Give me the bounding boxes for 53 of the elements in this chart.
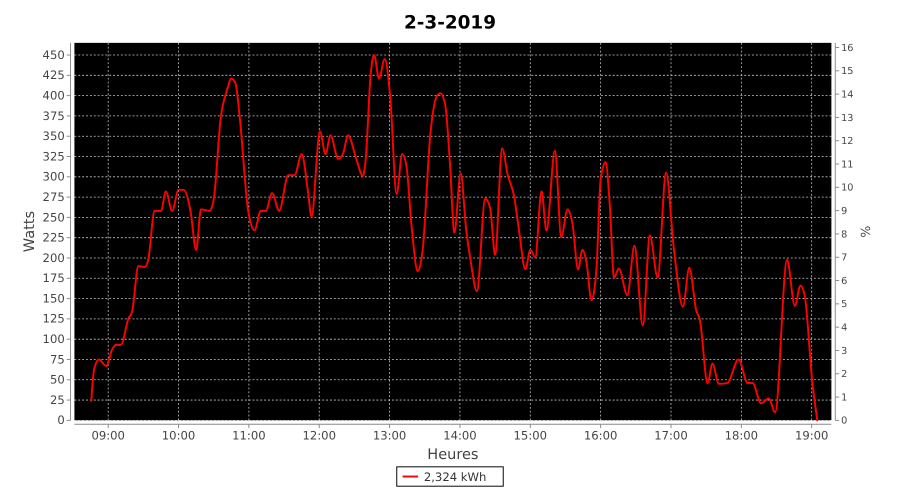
y-tick-label: 250 bbox=[42, 210, 65, 224]
y-tick-label: 375 bbox=[42, 108, 65, 123]
y-tick-label: 175 bbox=[42, 271, 65, 286]
x-axis-title: Heures bbox=[427, 447, 478, 464]
y-tick-label: 50 bbox=[50, 372, 65, 387]
y-tick-label: 150 bbox=[42, 291, 65, 306]
line-series bbox=[90, 54, 818, 422]
y2-tick-label: 14 bbox=[841, 90, 854, 101]
y-tick-label: 125 bbox=[42, 312, 65, 326]
y-tick-label: 0 bbox=[57, 413, 65, 428]
x-tick-label: 11:00 bbox=[232, 428, 266, 443]
y2-tick-label: 11 bbox=[841, 159, 854, 170]
y-tick-label: 100 bbox=[42, 332, 65, 346]
y-tick-label: 325 bbox=[42, 149, 65, 164]
y-tick-label: 225 bbox=[42, 230, 65, 245]
x-tick-label: 17:00 bbox=[654, 428, 688, 443]
y-tick-label: 350 bbox=[42, 129, 65, 144]
x-tick-label: 13:00 bbox=[372, 428, 406, 443]
legend-label: 2,324 kWh bbox=[424, 470, 486, 484]
y2-tick-label: 7 bbox=[841, 252, 848, 264]
y2-tick-label: 10 bbox=[841, 182, 854, 194]
x-tick-label: 10:00 bbox=[162, 428, 196, 443]
x-tick-label: 15:00 bbox=[514, 428, 548, 443]
y2-tick-label: 12 bbox=[841, 136, 854, 148]
y2-tick-label: 9 bbox=[841, 206, 848, 218]
x-tick-label: 19:00 bbox=[794, 428, 828, 443]
y2-tick-label: 4 bbox=[841, 322, 848, 334]
y-axis-title: Watts bbox=[22, 210, 38, 252]
x-tick-label: 16:00 bbox=[584, 428, 618, 443]
y-tick-label: 275 bbox=[42, 190, 65, 204]
y2-tick-label: 6 bbox=[841, 276, 848, 287]
y2-tick-label: 1 bbox=[841, 392, 848, 404]
y-tick-label: 300 bbox=[42, 170, 65, 184]
chart-title: 2-3-2019 bbox=[404, 12, 496, 34]
y-tick-label: 75 bbox=[50, 352, 65, 366]
y-tick-label: 450 bbox=[42, 48, 65, 62]
y2-tick-label: 15 bbox=[841, 66, 854, 78]
x-tick-label: 12:00 bbox=[302, 428, 336, 443]
y-tick-label: 200 bbox=[42, 250, 65, 265]
y2-axis-title: % bbox=[858, 226, 874, 238]
y2-tick-label: 3 bbox=[841, 346, 848, 357]
y2-tick-label: 2 bbox=[841, 369, 848, 380]
y-tick-label: 425 bbox=[42, 68, 65, 82]
y2-tick-label: 16 bbox=[841, 42, 854, 54]
y-tick-label: 400 bbox=[42, 88, 65, 102]
y2-tick-label: 0 bbox=[841, 416, 848, 427]
y2-tick-label: 5 bbox=[841, 299, 848, 310]
x-tick-label: 14:00 bbox=[443, 428, 477, 443]
y2-tick-label: 8 bbox=[841, 229, 848, 240]
y-tick-label: 25 bbox=[50, 392, 65, 407]
x-tick-label: 09:00 bbox=[91, 428, 125, 443]
x-tick-label: 18:00 bbox=[724, 428, 758, 443]
y2-tick-label: 13 bbox=[841, 112, 854, 124]
